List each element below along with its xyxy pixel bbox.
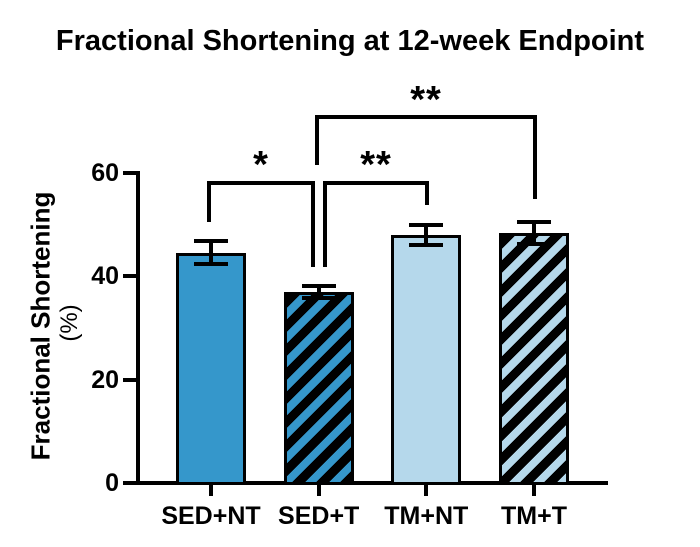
error-bar-cap-top — [517, 219, 551, 224]
bar-tm-t — [499, 232, 569, 485]
y-tick-mark — [123, 481, 136, 485]
error-bar-line — [424, 225, 429, 245]
x-tick-label-tm-nt: TM+NT — [384, 502, 469, 530]
significance-bracket-right-leg — [425, 181, 429, 205]
y-tick-label: 0 — [105, 469, 119, 497]
y-tick-label: 20 — [91, 365, 119, 394]
y-tick-label: 60 — [91, 158, 119, 187]
error-bar-cap-bottom — [409, 242, 444, 247]
significance-label: ** — [360, 144, 392, 186]
x-tick-label-sed-nt: SED+NT — [161, 502, 261, 530]
error-bar-cap-top — [194, 239, 228, 244]
error-bar-cap-top — [301, 283, 336, 288]
significance-bracket-right-leg — [311, 181, 315, 267]
error-bar-cap-bottom — [301, 296, 336, 301]
significance-label: * — [253, 144, 269, 186]
significance-bracket-left-leg — [207, 181, 211, 222]
error-bar-cap-bottom — [194, 261, 228, 266]
significance-bracket-bar — [323, 181, 429, 185]
x-tick-label-tm-t: TM+T — [501, 502, 567, 530]
error-bar-line — [316, 285, 321, 299]
y-tick-label: 40 — [91, 262, 119, 291]
y-tick-mark — [123, 170, 136, 175]
x-tick-mark — [424, 485, 429, 496]
x-tick-mark — [532, 485, 536, 496]
error-bar-cap-bottom — [517, 242, 551, 247]
significance-bracket-bar — [207, 181, 315, 185]
y-tick-mark — [123, 274, 136, 279]
bar-sed-nt — [176, 252, 246, 485]
chart-title: Fractional Shortening at 12-week Endpoin… — [55, 25, 645, 57]
x-tick-label-sed-t: SED+T — [278, 502, 360, 530]
x-tick-mark — [209, 485, 213, 496]
significance-bracket-right-leg — [533, 115, 537, 199]
y-axis-title: Fractional Shortening — [25, 191, 56, 461]
y-axis-unit-label: (%) — [56, 304, 83, 342]
error-bar-cap-top — [409, 223, 444, 228]
bar-tm-nt — [391, 234, 462, 485]
significance-bracket-left-leg — [323, 181, 327, 267]
significance-bracket-bar — [315, 115, 537, 119]
x-tick-mark — [316, 485, 321, 496]
error-bar-line — [532, 221, 536, 245]
significance-bracket-left-leg — [315, 115, 319, 165]
y-tick-mark — [123, 377, 136, 382]
significance-label: ** — [410, 79, 442, 121]
error-bar-line — [209, 241, 213, 264]
x-axis-line — [136, 481, 608, 485]
y-axis-line — [136, 170, 140, 485]
bar-sed-t — [283, 291, 354, 485]
